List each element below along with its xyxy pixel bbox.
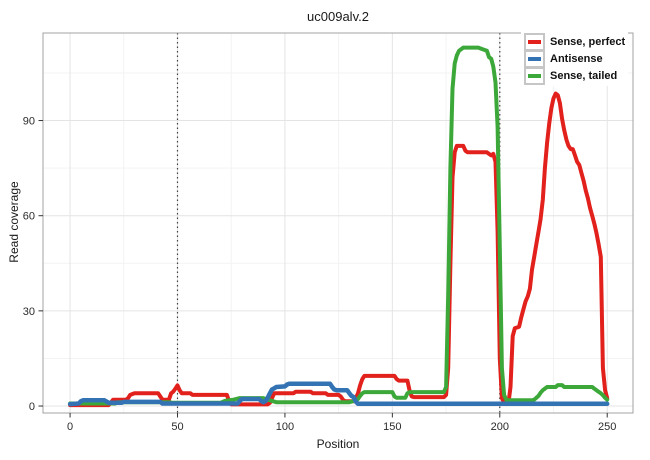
x-tick-label: 200: [491, 421, 509, 433]
sense-perfect-line-swatch: [528, 40, 541, 44]
x-tick-label: 250: [598, 421, 616, 433]
x-tick-label: 50: [171, 421, 183, 433]
x-tick-label: 150: [383, 421, 401, 433]
series-line-antisense: [67, 381, 610, 407]
y-tick-label: 60: [23, 211, 35, 223]
series-line-sense-tailed: [68, 45, 610, 406]
legend-key: [524, 50, 545, 68]
legend-item-antisense: Antisense: [524, 50, 625, 68]
plot-title: uc009alv.2: [307, 9, 369, 24]
y-tick-label: 0: [29, 401, 35, 413]
legend-label: Sense, perfect: [550, 36, 626, 48]
y-axis-label: Read coverage: [7, 181, 21, 263]
y-tick-label: 30: [23, 306, 35, 318]
series-line-sense-perfect: [68, 91, 610, 408]
legend-item-sense-tailed: Sense, tailed: [524, 67, 625, 85]
legend-item-sense-perfect: Sense, perfect: [524, 33, 626, 51]
legend-key: [524, 67, 545, 85]
x-tick-label: 100: [276, 421, 294, 433]
legend-label: Sense, tailed: [550, 70, 618, 82]
x-tick-label: 0: [67, 421, 73, 433]
sense-tailed-line-swatch: [528, 74, 541, 78]
x-axis-label: Position: [316, 437, 360, 451]
legend-label: Antisense: [550, 53, 603, 65]
legend: Sense, perfect Antisense Sense, tailed: [521, 32, 629, 86]
legend-key: [524, 33, 545, 51]
y-tick-label: 90: [23, 116, 35, 128]
panel-border: [42, 32, 634, 414]
antisense-line-swatch: [528, 57, 541, 61]
